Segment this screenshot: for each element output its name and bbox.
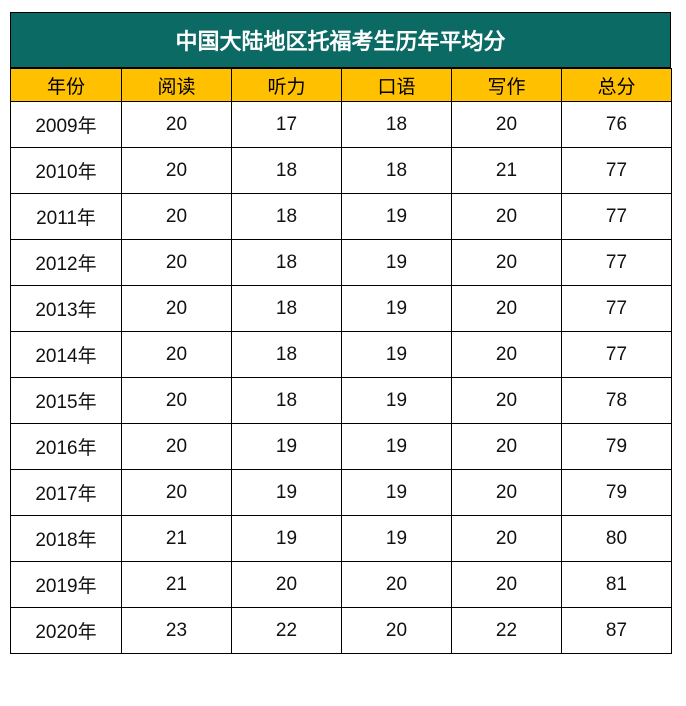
cell-listening: 19 (231, 515, 342, 562)
cell-speaking: 19 (341, 331, 452, 378)
cell-reading: 20 (121, 377, 232, 424)
cell-year: 2011年 (10, 193, 122, 240)
cell-year: 2016年 (10, 423, 122, 470)
cell-listening: 18 (231, 285, 342, 332)
table-row: 2020年 23 22 20 22 87 (10, 607, 672, 654)
cell-reading: 20 (121, 423, 232, 470)
table-row: 2014年 20 18 19 20 77 (10, 331, 672, 378)
cell-total: 79 (561, 469, 672, 516)
cell-listening: 18 (231, 331, 342, 378)
table-title: 中国大陆地区托福考生历年平均分 (10, 12, 671, 68)
cell-total: 81 (561, 561, 672, 608)
cell-listening: 19 (231, 423, 342, 470)
header-total: 总分 (561, 68, 672, 102)
cell-speaking: 20 (341, 561, 452, 608)
cell-speaking: 18 (341, 147, 452, 194)
table-row: 2012年 20 18 19 20 77 (10, 239, 672, 286)
cell-year: 2012年 (10, 239, 122, 286)
header-speaking: 口语 (341, 68, 452, 102)
cell-total: 77 (561, 239, 672, 286)
cell-writing: 20 (451, 193, 562, 240)
table-row: 2018年 21 19 19 20 80 (10, 515, 672, 562)
cell-total: 78 (561, 377, 672, 424)
header-row: 年份 阅读 听力 口语 写作 总分 (10, 68, 672, 102)
cell-total: 80 (561, 515, 672, 562)
table-row: 2016年 20 19 19 20 79 (10, 423, 672, 470)
cell-writing: 21 (451, 147, 562, 194)
cell-total: 77 (561, 147, 672, 194)
cell-speaking: 19 (341, 515, 452, 562)
cell-year: 2018年 (10, 515, 122, 562)
cell-reading: 20 (121, 285, 232, 332)
cell-reading: 21 (121, 561, 232, 608)
cell-speaking: 20 (341, 607, 452, 654)
cell-reading: 20 (121, 101, 232, 148)
cell-writing: 20 (451, 101, 562, 148)
cell-total: 77 (561, 285, 672, 332)
header-listening: 听力 (231, 68, 342, 102)
header-reading: 阅读 (121, 68, 232, 102)
cell-speaking: 19 (341, 193, 452, 240)
cell-writing: 20 (451, 377, 562, 424)
cell-listening: 20 (231, 561, 342, 608)
cell-writing: 22 (451, 607, 562, 654)
cell-listening: 18 (231, 239, 342, 286)
cell-year: 2020年 (10, 607, 122, 654)
cell-reading: 23 (121, 607, 232, 654)
table-row: 2009年 20 17 18 20 76 (10, 101, 672, 148)
cell-listening: 17 (231, 101, 342, 148)
cell-year: 2015年 (10, 377, 122, 424)
cell-year: 2009年 (10, 101, 122, 148)
cell-total: 77 (561, 331, 672, 378)
cell-total: 76 (561, 101, 672, 148)
cell-speaking: 19 (341, 377, 452, 424)
table-row: 2010年 20 18 18 21 77 (10, 147, 672, 194)
cell-speaking: 19 (341, 469, 452, 516)
table-row: 2015年 20 18 19 20 78 (10, 377, 672, 424)
cell-listening: 18 (231, 193, 342, 240)
cell-year: 2014年 (10, 331, 122, 378)
cell-speaking: 19 (341, 239, 452, 286)
cell-speaking: 19 (341, 423, 452, 470)
cell-listening: 22 (231, 607, 342, 654)
cell-year: 2019年 (10, 561, 122, 608)
cell-listening: 18 (231, 377, 342, 424)
cell-listening: 18 (231, 147, 342, 194)
table-row: 2013年 20 18 19 20 77 (10, 285, 672, 332)
cell-listening: 19 (231, 469, 342, 516)
cell-writing: 20 (451, 423, 562, 470)
score-table: 年份 阅读 听力 口语 写作 总分 2009年 20 17 18 20 76 2010年 20… (10, 68, 672, 654)
cell-year: 2017年 (10, 469, 122, 516)
header-year: 年份 (10, 68, 122, 102)
cell-reading: 20 (121, 147, 232, 194)
table-body: 2009年 20 17 18 20 76 2010年 20 18 18 21 77 2011年 20 18 1… (10, 101, 672, 654)
cell-total: 79 (561, 423, 672, 470)
cell-year: 2013年 (10, 285, 122, 332)
cell-reading: 20 (121, 331, 232, 378)
cell-reading: 20 (121, 193, 232, 240)
header-writing: 写作 (451, 68, 562, 102)
table-row: 2019年 21 20 20 20 81 (10, 561, 672, 608)
cell-writing: 20 (451, 469, 562, 516)
cell-writing: 20 (451, 561, 562, 608)
cell-total: 77 (561, 193, 672, 240)
cell-speaking: 19 (341, 285, 452, 332)
cell-writing: 20 (451, 239, 562, 286)
cell-year: 2010年 (10, 147, 122, 194)
table-row: 2011年 20 18 19 20 77 (10, 193, 672, 240)
table-row: 2017年 20 19 19 20 79 (10, 469, 672, 516)
cell-writing: 20 (451, 331, 562, 378)
cell-writing: 20 (451, 515, 562, 562)
cell-reading: 20 (121, 469, 232, 516)
cell-total: 87 (561, 607, 672, 654)
cell-speaking: 18 (341, 101, 452, 148)
cell-reading: 20 (121, 239, 232, 286)
cell-writing: 20 (451, 285, 562, 332)
score-table-sheet: 中国大陆地区托福考生历年平均分 年份 阅读 听力 口语 写作 总分 2009年 2… (10, 12, 672, 654)
cell-reading: 21 (121, 515, 232, 562)
